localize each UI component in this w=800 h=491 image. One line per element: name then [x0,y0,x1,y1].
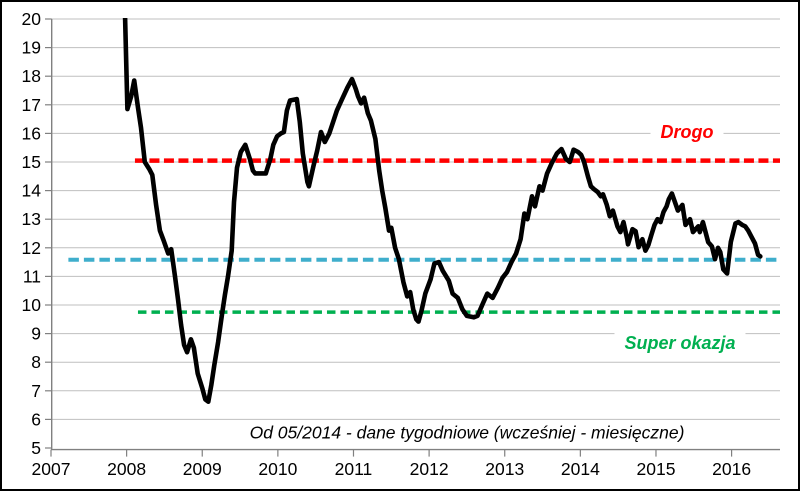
y-tick-label: 14 [22,181,42,201]
x-tick-label: 2009 [183,459,222,479]
x-tick-label: 2014 [561,459,600,479]
y-tick-label: 17 [22,95,41,115]
price-line [122,18,763,404]
x-tick-label: 2015 [637,459,676,479]
y-tick-label: 7 [31,381,41,401]
y-tick-label: 8 [31,352,41,372]
annotation-label: Od 05/2014 - dane tygodniowe (wcześniej … [249,422,685,443]
x-tick-label: 2010 [258,459,297,479]
x-tick-label: 2008 [107,459,146,479]
tick-marks [45,18,733,457]
y-tick-label: 6 [31,409,41,429]
reference-lines [68,158,780,314]
data-series [122,18,763,404]
x-tick-label: 2012 [410,459,449,479]
y-tick-label: 10 [22,295,42,315]
y-tick-label: 12 [22,238,41,258]
y-tick-label: 18 [22,66,41,86]
x-tick-label: 2007 [32,459,71,479]
y-tick-label: 9 [31,324,41,344]
y-tick-label: 5 [31,438,41,458]
x-tick-label: 2013 [485,459,524,479]
y-tick-label: 16 [22,123,41,143]
gridlines [51,18,780,420]
x-tick-label: 2011 [335,459,373,479]
axes [51,19,780,451]
y-tick-label: 19 [22,38,41,58]
y-tick-label: 15 [22,152,41,172]
y-tick-label: 11 [23,266,41,286]
super-okazja-label: Super okazja [614,332,746,356]
tick-labels: 5 6 7 8 9 10 11 12 13 14 15 16 17 18 19 20 2007 2008 2009 2… [22,9,752,479]
y-tick-label: 13 [22,209,41,229]
drogo-label: Drogo [650,121,724,145]
y-tick-label: 20 [22,9,42,29]
x-tick-label: 2016 [712,459,751,479]
